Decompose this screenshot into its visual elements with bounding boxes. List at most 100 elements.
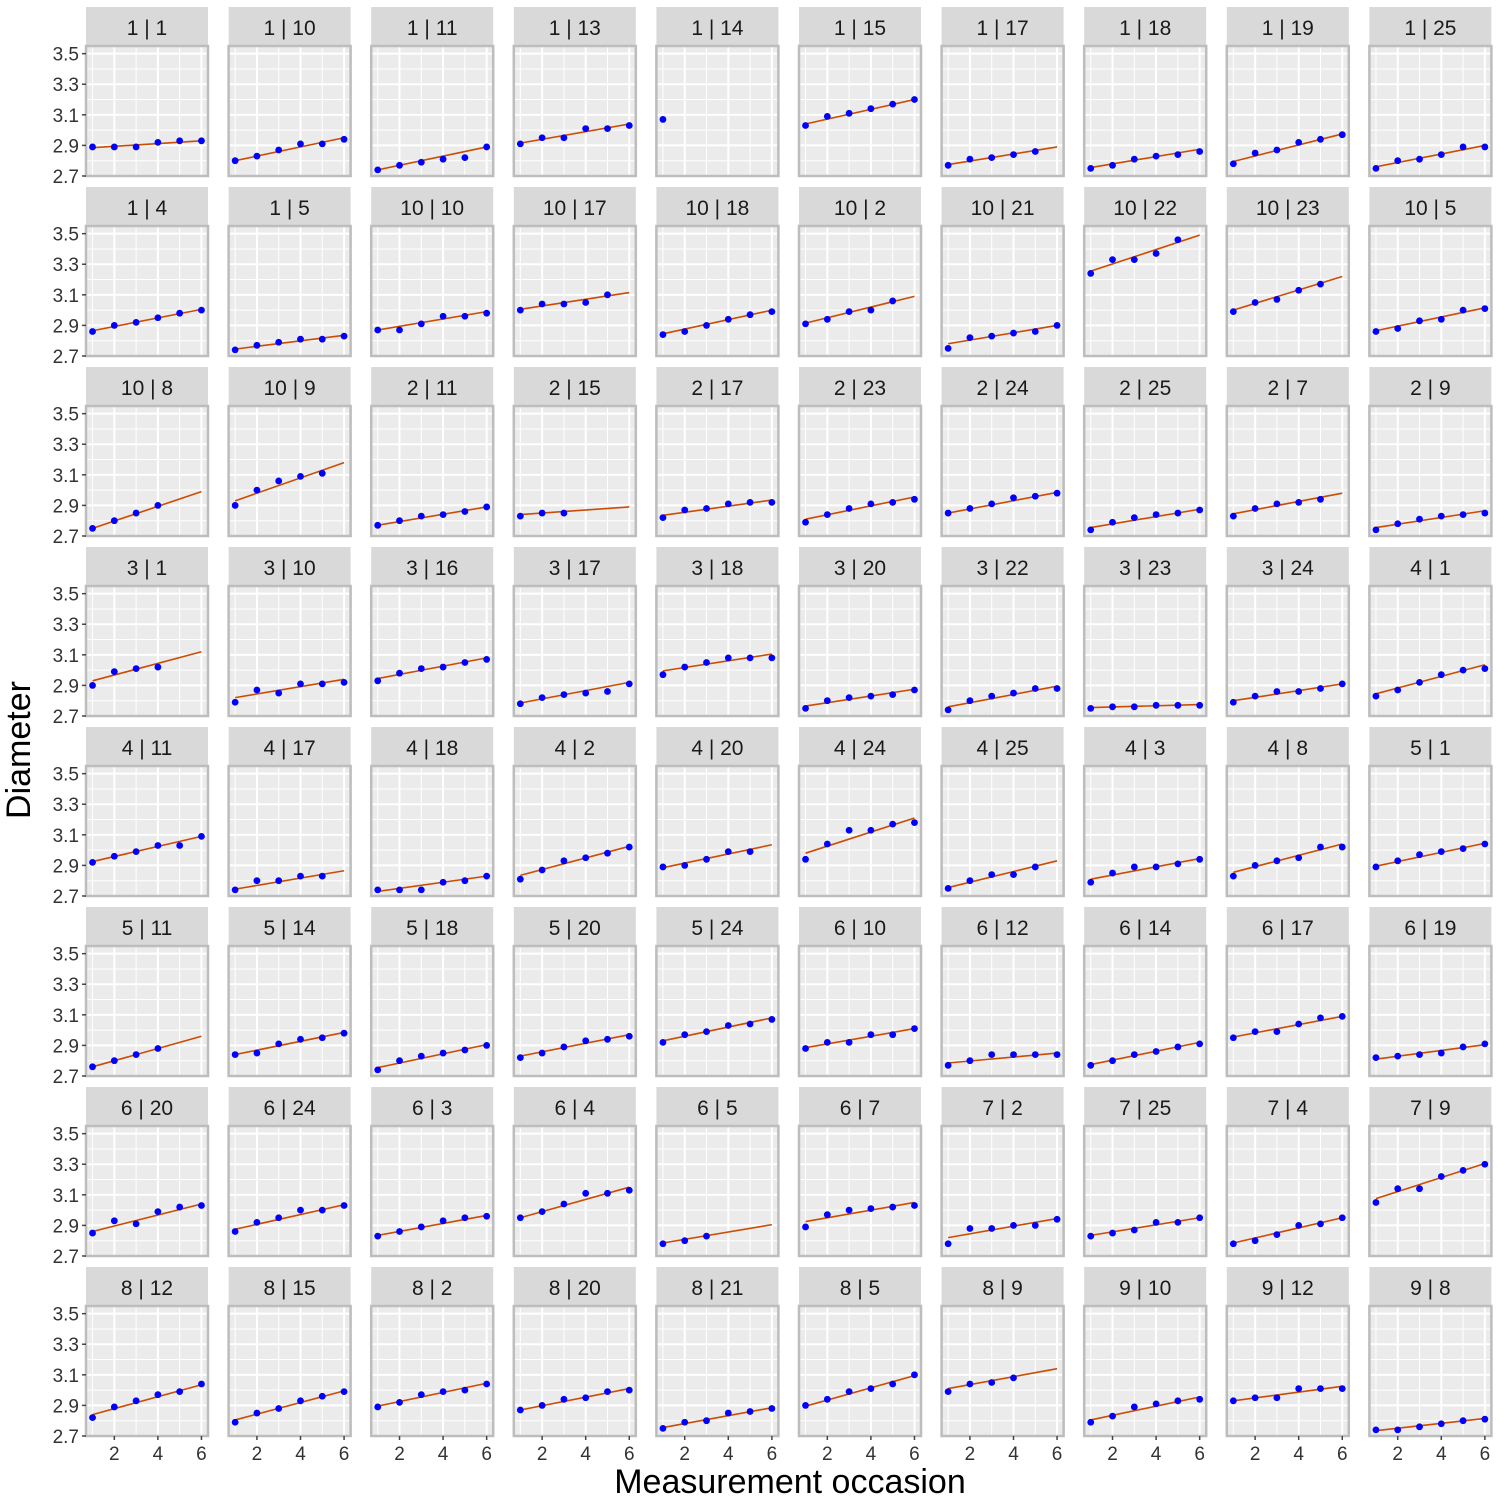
regression-line — [377, 506, 487, 527]
data-point — [110, 322, 118, 329]
data-point — [1229, 308, 1237, 316]
data-point — [439, 1049, 447, 1057]
panel-background — [1084, 1306, 1207, 1436]
panel-border — [797, 1124, 923, 1258]
x-tick-label: 6 — [1052, 1444, 1063, 1465]
regression-line — [662, 1017, 773, 1042]
panel-border — [369, 404, 495, 538]
data-point — [516, 1406, 524, 1414]
facet-panel: 4 | 3 — [1082, 727, 1208, 898]
facet-panel: 5 | 14 — [227, 907, 352, 1078]
data-point — [538, 1402, 546, 1409]
regression-line — [377, 310, 487, 331]
data-point — [1372, 692, 1380, 700]
y-tick-label: 2.9 — [53, 1036, 79, 1057]
data-point — [1196, 148, 1204, 155]
data-point — [1031, 328, 1039, 335]
data-point — [1251, 1394, 1259, 1402]
facet-label: 1 | 25 — [1404, 17, 1456, 40]
regression-line — [1090, 857, 1200, 880]
facet-label: 6 | 7 — [840, 1097, 880, 1120]
data-point — [625, 843, 633, 851]
facet-label: 1 | 13 — [549, 17, 601, 40]
data-point — [845, 1038, 853, 1046]
data-point — [659, 116, 667, 123]
panel-border — [1368, 224, 1493, 358]
panel-border — [227, 404, 352, 538]
data-point — [966, 1225, 974, 1232]
facet-label: 2 | 23 — [834, 377, 886, 400]
data-point — [340, 678, 348, 686]
data-point — [659, 1240, 667, 1248]
facet-strip — [1226, 7, 1349, 46]
regression-line — [805, 817, 915, 854]
regression-line — [1090, 148, 1200, 169]
data-point — [988, 154, 996, 162]
data-point — [1031, 492, 1039, 500]
regression-line — [234, 1390, 345, 1421]
data-point — [176, 842, 184, 849]
x-tick-label: 4 — [723, 1444, 734, 1465]
facet-strip — [799, 907, 921, 946]
data-point — [1229, 160, 1237, 168]
facet-strip — [656, 907, 779, 946]
facet-label: 4 | 17 — [264, 737, 316, 760]
facet-strip — [371, 7, 494, 46]
data-point — [340, 1202, 348, 1209]
panel-background — [371, 766, 494, 896]
x-tick-label: 4 — [1151, 1444, 1162, 1465]
regression-line — [234, 1203, 345, 1231]
facet-label: 6 | 10 — [834, 917, 886, 940]
data-point — [110, 1403, 118, 1411]
data-point — [582, 299, 590, 306]
data-point — [560, 857, 568, 865]
data-point — [1152, 1218, 1160, 1226]
data-point — [582, 125, 590, 132]
panel-background — [1084, 1126, 1207, 1256]
data-point — [417, 665, 425, 672]
x-tick-label: 6 — [196, 1444, 207, 1465]
facet-strip — [371, 907, 494, 946]
facet-strip — [86, 7, 208, 46]
data-point — [461, 1214, 469, 1222]
data-point — [1010, 1374, 1017, 1382]
panel-background — [941, 226, 1064, 356]
data-point — [1196, 855, 1204, 863]
panel-background — [1369, 586, 1492, 716]
data-point — [439, 663, 447, 671]
facet-panel: 6 | 20 2.7 2.9 3.1 3.3 3.5 — [53, 1087, 210, 1268]
facet-strip — [86, 367, 208, 406]
data-point — [604, 291, 611, 299]
facet-panel: 5 | 20 — [512, 907, 638, 1078]
data-point — [625, 122, 633, 129]
data-point — [396, 1398, 403, 1406]
regression-line — [947, 860, 1058, 889]
data-point — [1273, 1394, 1281, 1402]
facet-label: 10 | 2 — [834, 197, 886, 220]
panel-background — [86, 226, 208, 356]
y-tick-label: 2.7 — [53, 347, 79, 368]
data-point — [1010, 1222, 1017, 1229]
data-point — [110, 668, 118, 676]
facet-panel: 9 | 12 2 4 6 — [1225, 1267, 1351, 1465]
facet-panel: 3 | 1 2.7 2.9 3.1 3.3 3.5 — [53, 547, 210, 728]
data-point — [253, 1409, 261, 1417]
data-point — [1010, 1051, 1017, 1058]
data-point — [198, 832, 205, 840]
x-tick-label: 6 — [1480, 1444, 1491, 1465]
panel-background — [513, 406, 636, 536]
facet-label: 5 | 20 — [549, 917, 601, 940]
facet-strip — [371, 727, 494, 766]
data-point — [198, 137, 205, 145]
panel-border — [227, 44, 352, 178]
data-point — [1372, 526, 1380, 534]
panel-background — [86, 1126, 208, 1256]
facet-panel: 6 | 24 — [227, 1087, 352, 1258]
data-point — [681, 328, 689, 335]
panel-border — [655, 764, 780, 898]
data-point — [1295, 1385, 1303, 1392]
facet-label: 6 | 20 — [121, 1097, 173, 1120]
facet-panel: 6 | 10 — [797, 907, 923, 1078]
data-point — [659, 671, 667, 679]
data-point — [1109, 256, 1116, 264]
